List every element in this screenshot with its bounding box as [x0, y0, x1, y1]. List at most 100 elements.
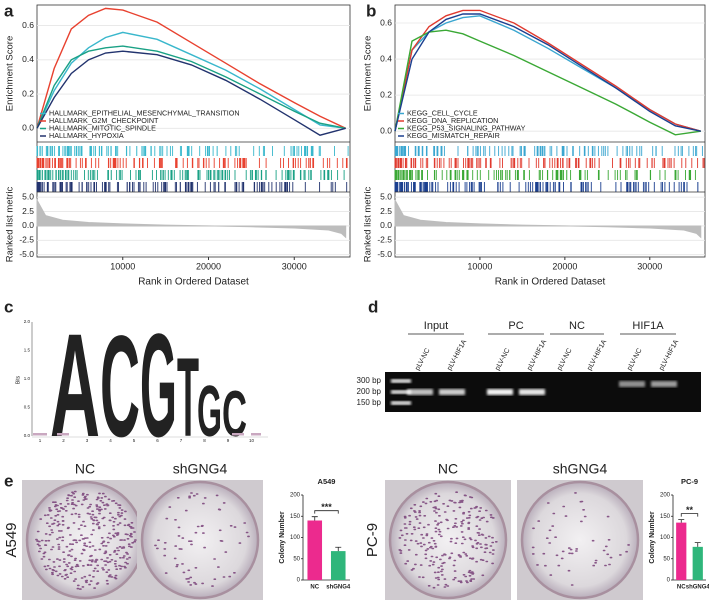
y-axis-label: Colony Number: [279, 511, 286, 563]
gel-lane-label: pLV-NC: [414, 347, 431, 371]
hit-barcode: [394, 170, 696, 180]
legend-label: KEGG_P53_SIGNALING_PATHWAY: [407, 123, 526, 132]
significance-bracket: [314, 510, 339, 514]
y-tick-label: 0.4: [380, 53, 392, 63]
y-tick-label: 5.0: [22, 191, 34, 201]
legend-label: KEGG_MISMATCH_REPAIR: [407, 131, 500, 140]
y-tick-label: 0.6: [380, 17, 392, 27]
y-tick-label: 5.0: [380, 191, 392, 201]
hit-barcode: [36, 146, 349, 156]
motif-residue: [251, 433, 261, 436]
legend-label: KEGG_CELL_CYCLE: [407, 108, 478, 117]
motif-position: 10: [249, 438, 255, 443]
motif-y-axis-label: Bits: [15, 375, 21, 384]
plate-dish: [388, 480, 508, 600]
plate-dish: [520, 480, 640, 600]
panel-label: c: [4, 297, 13, 316]
motif-position: 2: [62, 438, 65, 443]
hit-barcode: [394, 146, 703, 156]
motif-y-tick-label: 2.0: [24, 319, 31, 324]
motif-position: 5: [133, 438, 136, 443]
motif-position: 8: [203, 438, 206, 443]
motif-position: 1: [39, 438, 42, 443]
motif-letter: G: [197, 372, 222, 452]
ladder-band: [391, 401, 411, 405]
gel-lane-label: pLV-HIF1A: [526, 338, 548, 371]
legend-label: HALLMARK_HYPOXIA: [49, 131, 124, 140]
gel-band: [407, 389, 433, 395]
gel-lane-label: pLV-NC: [494, 347, 511, 371]
x-tick-label: NC: [677, 585, 686, 591]
x-tick-label: 10000: [110, 261, 135, 271]
gel-group-label: HIF1A: [632, 320, 664, 332]
gel-lane-label: pLV-NC: [626, 347, 643, 371]
x-axis-label: Rank in Ordered Dataset: [495, 277, 606, 288]
legend-label: KEGG_DNA_REPLICATION: [407, 116, 498, 125]
y-axis-label: Ranked list metric: [5, 187, 16, 263]
y-tick-label: 50: [663, 556, 670, 562]
x-tick-label: 20000: [552, 261, 577, 271]
chart-title: PC-9: [681, 477, 698, 486]
y-tick-label: 0.2: [22, 88, 34, 98]
chart-title: A549: [318, 477, 336, 486]
metric-area: [36, 198, 347, 239]
plate-column-label: NC: [438, 461, 458, 477]
motif-position: 7: [180, 438, 183, 443]
motif-residue: [33, 433, 47, 436]
gel-band: [519, 389, 545, 395]
gel-band: [619, 381, 645, 387]
y-tick-label: 100: [290, 535, 301, 541]
y-tick-label: 0.0: [380, 125, 392, 135]
x-tick-label: 30000: [282, 261, 307, 271]
x-tick-label: 20000: [196, 261, 221, 271]
ladder-band: [391, 390, 411, 394]
y-tick-label: 0.2: [380, 89, 392, 99]
motif-letter: C: [100, 305, 140, 467]
es-line: [36, 45, 346, 129]
x-tick-label: 30000: [637, 261, 662, 271]
motif-y-tick-label: 1.5: [24, 348, 31, 353]
colony-dots: [154, 492, 250, 587]
motif-letter: A: [50, 304, 100, 468]
y-tick-label: 0.0: [22, 220, 34, 230]
gel-lane-label: pLV-HIF1A: [586, 338, 608, 371]
bar: [692, 546, 703, 580]
motif-position: 3: [86, 438, 89, 443]
error-bar: [678, 519, 685, 523]
hit-barcode: [36, 170, 345, 180]
colony-dots: [398, 491, 498, 589]
legend-label: HALLMARK_G2M_CHECKPOINT: [49, 116, 159, 125]
motif-letter: C: [222, 377, 247, 450]
gel-lane-label: pLV-HIF1A: [446, 338, 468, 371]
panel-label: b: [366, 1, 376, 20]
y-tick-label: 0.0: [22, 123, 34, 133]
gel-group-label: Input: [424, 320, 448, 332]
motif-position: 4: [109, 438, 112, 443]
legend-label: HALLMARK_EPITHELIAL_MESENCHYMAL_TRANSITI…: [49, 108, 240, 117]
y-tick-label: 2.5: [22, 206, 34, 216]
hit-barcode: [36, 182, 348, 192]
x-tick-label: shGNG4: [686, 585, 709, 591]
y-tick-label: 50: [293, 556, 300, 562]
y-tick-label: -2.5: [377, 235, 392, 245]
y-tick-label: -5.0: [19, 249, 34, 259]
gel-band: [439, 389, 465, 395]
y-tick-label: 150: [660, 514, 671, 520]
gel-lane-label: pLV-HIF1A: [658, 338, 680, 371]
plate-column-label: shGNG4: [173, 461, 228, 477]
plate-column-label: shGNG4: [553, 461, 608, 477]
gel-marker-label: 300 bp: [357, 376, 382, 385]
y-tick-label: 0.0: [380, 220, 392, 230]
y-tick-label: 100: [660, 535, 671, 541]
y-tick-label: 150: [290, 514, 301, 520]
motif-y-tick-label: 1.0: [24, 376, 31, 381]
y-tick-label: 200: [290, 493, 301, 499]
y-axis-label: Enrichment Score: [363, 36, 374, 112]
panel-label: e: [4, 471, 13, 490]
motif-position: 6: [156, 438, 159, 443]
es-line: [36, 31, 346, 129]
significance-label: ***: [321, 502, 332, 512]
y-tick-label: 0: [297, 578, 301, 584]
gel-band: [651, 381, 677, 387]
